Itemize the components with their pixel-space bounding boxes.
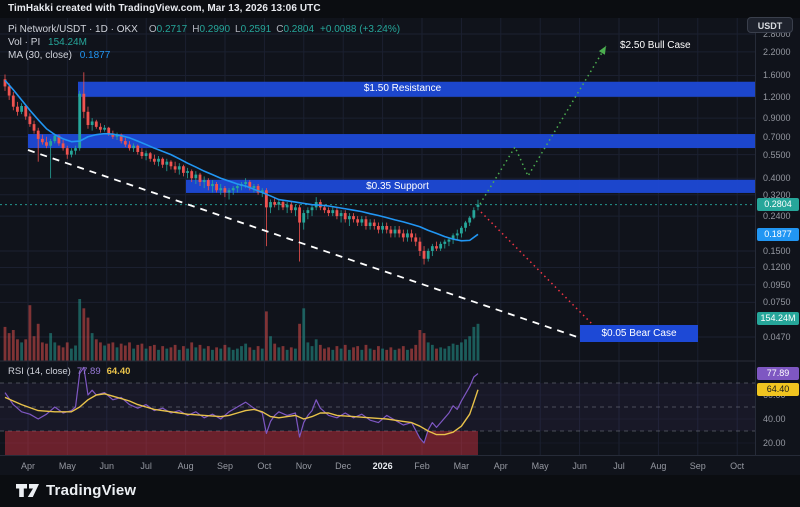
time-tick-label: Jul — [613, 461, 625, 471]
time-tick-label: 2026 — [372, 461, 393, 471]
chart-widget: Pi Network/USDT · 1D · OKX O0.2717 H0.2990… — [0, 18, 800, 475]
time-tick-label: Dec — [335, 461, 352, 471]
time-tick-label: Apr — [493, 461, 508, 471]
ohlc-value: 0.2804 — [283, 24, 315, 35]
price-tick-label: 0.4000 — [763, 173, 791, 184]
price-tick-label: 0.0750 — [763, 297, 791, 308]
bull-case-label[interactable]: $2.50 Bull Case — [620, 40, 691, 51]
ohlc-key: O — [148, 24, 157, 35]
symbol-row[interactable]: Pi Network/USDT · 1D · OKX O0.2717 H0.2990… — [8, 24, 400, 35]
rsi-tick-label: 20.00 — [763, 438, 786, 448]
volume-row[interactable]: Vol · PI 154.24M — [8, 37, 400, 48]
chart-svg[interactable] — [0, 18, 755, 455]
volume-value: 154.24M — [48, 37, 87, 48]
price-tick-label: 0.0470 — [763, 331, 791, 342]
last-price-badge: 0.2804 — [757, 198, 799, 212]
price-tick-label: 0.2400 — [763, 211, 791, 222]
price-tick-label: 1.2000 — [763, 91, 791, 102]
tradingview-logo[interactable]: TradingView — [16, 482, 136, 499]
symbol-title[interactable]: Pi Network/USDT · 1D · OKX — [8, 24, 138, 35]
time-tick-label: May — [58, 461, 76, 471]
time-tick-label: May — [531, 461, 549, 471]
time-tick-label: Sep — [689, 461, 706, 471]
rsi-ma-value: 64.40 — [106, 366, 131, 377]
rsi-tick-label: 40.00 — [763, 414, 786, 424]
credit-text: TimHakki created with TradingView.com, M… — [8, 3, 321, 14]
time-tick-label: Nov — [295, 461, 312, 471]
price-tick-label: 0.5500 — [763, 149, 791, 160]
resistance-label[interactable]: $1.50 Resistance — [363, 83, 442, 94]
rsi-badge: 77.89 — [757, 367, 799, 381]
time-tick-label: Jun — [99, 461, 115, 471]
ma-value-badge: 0.1877 — [757, 227, 799, 241]
ohlc-values: O0.2717 H0.2990 L0.2591 C0.2804 — [144, 24, 314, 35]
ma-row[interactable]: MA (30, close) 0.1877 — [8, 50, 400, 61]
time-tick-label: Aug — [650, 461, 667, 471]
price-tick-label: 0.1500 — [763, 245, 791, 256]
ohlc-key: L — [235, 24, 241, 35]
time-tick-label: Mar — [453, 461, 470, 471]
time-tick-label: Oct — [730, 461, 745, 471]
ma-label: MA (30, close) — [8, 50, 72, 61]
change-value: +0.0088 (+3.24%) — [320, 24, 401, 35]
time-tick-label: Jul — [140, 461, 152, 471]
rsi-legend[interactable]: RSI (14, close) 77.89 64.40 — [8, 366, 130, 377]
volume-badge: 154.24M — [757, 312, 799, 325]
time-tick-label: Oct — [257, 461, 272, 471]
rsi-value: 77.89 — [76, 366, 101, 377]
time-tick-label: Jun — [572, 461, 587, 471]
bear-case-box[interactable]: $0.05 Bear Case — [580, 325, 698, 342]
price-tick-label: 2.8000 — [763, 29, 791, 39]
time-tick-label: Aug — [177, 461, 194, 471]
currency-toggle-button[interactable]: USDT — [747, 17, 793, 33]
time-tick-label: Feb — [414, 461, 430, 471]
price-tick-label: 0.3200 — [763, 189, 791, 200]
footer-bar: TradingView — [0, 475, 800, 507]
ohlc-value: 0.2591 — [240, 24, 272, 35]
price-tick-label: 0.7000 — [763, 131, 791, 142]
ma-value: 0.1877 — [79, 50, 111, 61]
rsi-ma-badge: 64.40 — [757, 383, 799, 397]
price-axis[interactable]: 2.8000 2.2000 1.6000 1.2000 0.9000 0.7000 0.55… — [755, 18, 800, 455]
rsi-label: RSI (14, close) — [8, 366, 71, 377]
volume-label: Vol · PI — [8, 37, 41, 48]
time-axis[interactable]: Apr May Jun Jul Aug Sep Oct Nov Dec 2026 Feb Mar Apr… — [0, 455, 800, 476]
ohlc-key: C — [276, 24, 284, 35]
price-tick-label: 1.6000 — [763, 70, 791, 81]
time-tick-label: Apr — [20, 461, 36, 471]
ohlc-key: H — [192, 24, 200, 35]
chart-canvas[interactable]: Pi Network/USDT · 1D · OKX O0.2717 H0.2990… — [0, 18, 755, 455]
price-tick-label: 2.2000 — [763, 46, 791, 57]
ohlc-value: 0.2990 — [199, 24, 231, 35]
price-tick-label: 0.0950 — [763, 279, 791, 290]
main-legend: Pi Network/USDT · 1D · OKX O0.2717 H0.2990… — [8, 24, 400, 63]
ohlc-value: 0.2717 — [156, 24, 188, 35]
time-tick-label: Sep — [216, 461, 234, 471]
tradingview-logo-icon — [16, 483, 39, 497]
price-tick-label: 0.1200 — [763, 262, 791, 273]
tradingview-logo-text: TradingView — [46, 482, 137, 499]
support-label[interactable]: $0.35 Support — [366, 181, 429, 192]
price-tick-label: 0.9000 — [763, 113, 791, 124]
